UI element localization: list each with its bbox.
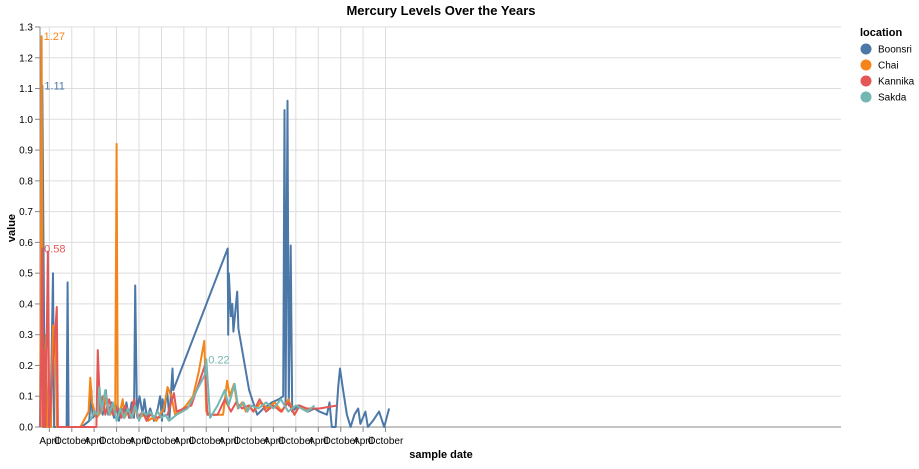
x-tick-label: October [233, 436, 269, 447]
series-lines [39, 35, 391, 428]
x-axis-title: sample date [409, 449, 473, 461]
x-tick-label: October [144, 436, 180, 447]
legend-swatch-sakda [860, 91, 872, 103]
series-line-boonsri [39, 84, 391, 428]
y-tick-label: 1.0 [19, 115, 33, 126]
annotations: 1.11 1.27 0.58 0.22 [44, 31, 230, 366]
y-tick-label: 0.7 [19, 207, 33, 218]
y-axis-ticks: 0.0 0.1 0.2 0.3 0.4 0.5 0.6 0.7 0.8 0.9 1.0 1.1 1.2 1… [19, 23, 40, 434]
legend: location Boonsri Chai Kannika Sakda [860, 27, 915, 104]
chart-title: Mercury Levels Over the Years [346, 3, 535, 18]
legend-label-boonsri: Boonsri [878, 45, 912, 56]
y-tick-label: 0.6 [19, 238, 33, 249]
y-tick-label: 0.1 [19, 392, 33, 403]
y-tick-label: 0.4 [19, 299, 33, 310]
x-tick-label: April [174, 436, 194, 447]
series-line-sakda [89, 358, 316, 422]
annotation-kannika: 0.58 [44, 244, 65, 256]
y-axis-title: value [6, 214, 18, 242]
x-tick-label: October [99, 436, 135, 447]
annotation-chai: 1.27 [44, 31, 65, 43]
legend-label-sakda: Sakda [878, 93, 907, 104]
y-tick-label: 0.2 [19, 361, 33, 372]
y-tick-label: 1.3 [19, 23, 33, 34]
y-tick-label: 0.8 [19, 176, 33, 187]
legend-swatch-kannika [860, 75, 872, 87]
annotation-boonsri: 1.11 [44, 80, 65, 92]
x-tick-label: October [368, 436, 404, 447]
x-tick-label: April [129, 436, 149, 447]
annotation-sakda: 0.22 [208, 354, 229, 366]
x-tick-label: April [84, 436, 104, 447]
x-tick-label: October [323, 436, 359, 447]
legend-swatch-boonsri [860, 43, 872, 55]
y-tick-label: 1.2 [19, 53, 33, 64]
x-tick-label: April [353, 436, 373, 447]
y-tick-label: 0.5 [19, 269, 33, 280]
x-tick-label: April [219, 436, 239, 447]
series-line-chai [39, 35, 320, 428]
y-tick-label: 0.0 [19, 423, 33, 434]
x-tick-label: April [308, 436, 328, 447]
legend-swatch-chai [860, 59, 872, 71]
x-tick-label: October [188, 436, 224, 447]
grid-lines [39, 26, 841, 428]
x-tick-label: October [278, 436, 314, 447]
x-tick-label: April [263, 436, 283, 447]
legend-label-chai: Chai [878, 61, 899, 72]
x-tick-label: April [39, 436, 59, 447]
y-tick-label: 1.1 [19, 84, 33, 95]
series-line-kannika [39, 247, 338, 428]
x-tick-label: October [54, 436, 90, 447]
x-axis-ticks: AprilOctoberAprilOctoberAprilOctoberApri… [39, 427, 404, 447]
legend-label-kannika: Kannika [878, 77, 915, 88]
y-tick-label: 0.9 [19, 146, 33, 157]
legend-title: location [860, 27, 902, 39]
y-tick-label: 0.3 [19, 330, 33, 341]
